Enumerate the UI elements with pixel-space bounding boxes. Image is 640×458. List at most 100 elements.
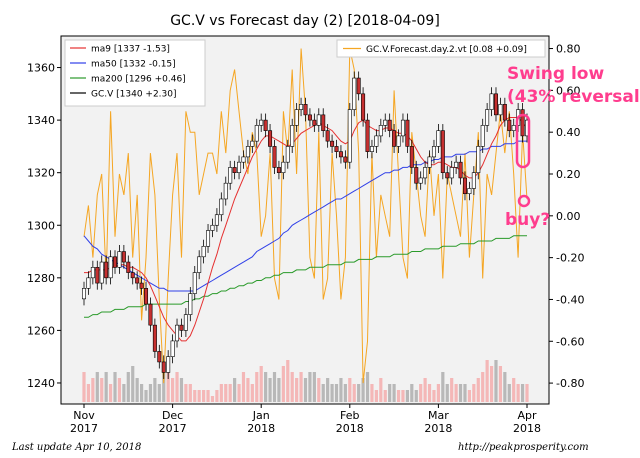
candle-body [427,156,432,168]
volume-bar [188,384,192,402]
candlestick [126,255,131,280]
candle-body [321,114,326,131]
swing-low-marker [515,113,531,169]
volume-bar [423,378,427,402]
annotations: Swing low (43% reversal) buy? [505,64,640,230]
candle-body [170,340,175,357]
volume-bar [241,372,246,402]
volume-bar [383,390,387,402]
candle-body [440,130,445,173]
candlestick [272,139,277,174]
volume-bar [489,366,494,402]
candlestick [520,103,525,143]
candlestick [414,160,419,190]
volume-bar [157,384,161,402]
candlestick [130,266,135,285]
candlestick [325,124,330,148]
candlestick [139,276,144,295]
volume-bar [458,384,463,402]
candle-body [449,167,454,179]
candle-body [303,104,308,116]
buy-text: buy? [505,210,550,230]
legend-right: GC.V.Forecast.day.2.vt [0.08 +0.09] [336,39,546,58]
candle-body [90,267,95,279]
candle-body [458,161,463,179]
volume-bar [250,384,254,402]
candlestick [405,113,410,153]
footer-last-update: Last update Apr 10, 2018 [11,442,141,453]
volume-bar [224,384,228,402]
candle-body [396,135,401,147]
candle-body [166,356,171,373]
volume-bar [432,390,436,402]
right-tick-label: -0.60 [556,335,584,348]
candlestick [113,250,118,274]
candle-body [312,119,317,126]
candle-body [356,77,361,95]
volume-bar [299,372,303,402]
candle-body [334,146,339,152]
volume-bar [259,366,263,402]
swing-low-text: Swing low [507,64,604,84]
reversal-text: (43% reversal) [507,87,640,107]
volume-bar [494,360,498,402]
volume-bar [503,372,507,402]
volume-bar [321,384,325,402]
candle-body [489,93,494,110]
candlestick [396,129,401,153]
candle-body [307,114,312,121]
volume-bar [414,390,418,402]
volume-bar [219,384,223,402]
right-axis: 0.80 0.60 0.40 0.20 0.00 -0.20 -0.40 -0.60 -0.80 [549,43,584,390]
candle-body [254,125,259,142]
volume-bar [476,378,480,402]
candlestick [175,318,180,348]
candle-body [316,114,321,126]
volume-bar [326,378,330,402]
x-axis: Nov2017Dec2017Jan2018Feb2018Mar2018Apr20… [70,404,541,435]
candle-body [99,261,104,284]
candle-body [104,261,109,279]
candlestick [423,160,428,185]
right-tick-label: 0.80 [556,43,581,56]
candlestick [157,344,162,369]
volume-bar [379,378,383,402]
candlesticks [82,71,529,380]
candle-body [467,188,472,195]
volume-bar [86,384,91,402]
candle-body [409,146,414,168]
x-tick-year: 2018 [336,422,364,435]
volume-bar [436,384,440,402]
candle-body [268,130,273,147]
candle-body [82,288,87,300]
candle-body [498,104,503,116]
candlestick [228,160,233,190]
candlestick [418,171,423,190]
volume-bar [405,390,409,402]
volume-bar [401,390,405,402]
candlestick [502,97,507,127]
volume-bar [516,384,520,402]
volume-bar [95,372,99,402]
volume-bar [184,384,188,402]
candle-body [214,214,219,226]
volume-bar [330,384,334,402]
candle-body [192,272,197,294]
volume-bar [512,378,516,402]
candlestick [369,139,374,159]
volume-bar [100,378,104,402]
volume-bar [264,372,268,402]
candle-body [480,125,485,147]
volume-bar [197,390,201,402]
candlestick [299,97,304,117]
volume-bar [144,390,148,402]
volume-bar [113,372,117,402]
volume-bar [255,372,259,402]
volume-bar [392,384,396,402]
volume-bar [228,384,232,402]
candlestick [214,208,219,232]
volume-bar [427,384,432,402]
candle-body [485,109,490,126]
candlestick [392,124,397,153]
